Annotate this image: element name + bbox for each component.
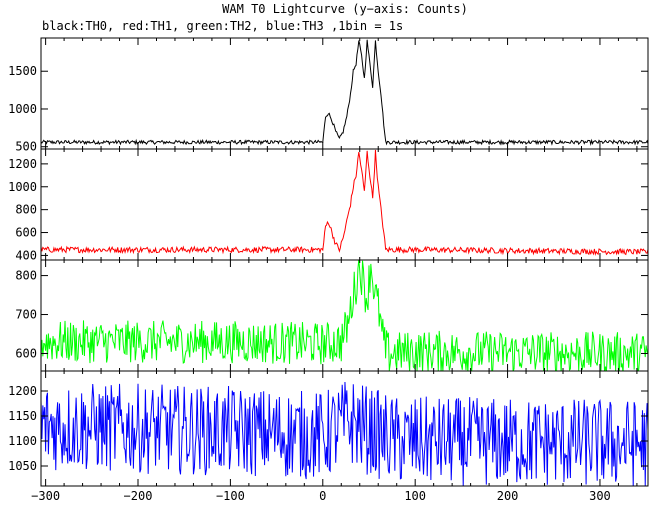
x-tick-label: 0	[319, 489, 326, 503]
panel-frame	[40, 148, 649, 261]
y-tick-label: 700	[15, 308, 37, 322]
panel-frame	[40, 370, 649, 487]
chart-subtitle: black:TH0, red:TH1, green:TH2, blue:TH3 …	[42, 19, 403, 33]
series-line-th0	[41, 39, 648, 147]
chart-title: WAM T0 Lightcurve (y−axis: Counts)	[222, 2, 468, 16]
series-line-th1	[41, 149, 648, 257]
panel-frame	[40, 37, 649, 150]
x-tick-label: −100	[216, 489, 245, 503]
y-tick-label: 1500	[8, 64, 37, 78]
series-line-th3	[41, 381, 648, 486]
y-tick-label: 1000	[8, 180, 37, 194]
panel-th0: 500 1000 1500	[8, 37, 649, 154]
y-tick-label: 1200	[8, 384, 37, 398]
y-tick-label: 1200	[8, 157, 37, 171]
x-tick-label: 300	[589, 489, 611, 503]
panel-th2: 600 700 800	[15, 259, 649, 372]
y-tick-label: 1000	[8, 102, 37, 116]
panel-th1: 400 600 800 1000 1200	[8, 148, 649, 262]
y-tick-label: 1100	[8, 434, 37, 448]
x-tick-label: 200	[497, 489, 519, 503]
panel-th3: 1050 1100 1150 1200	[8, 370, 649, 487]
y-tick-label: 600	[15, 346, 37, 360]
y-tick-label: 800	[15, 203, 37, 217]
y-tick-label: 800	[15, 269, 37, 283]
y-tick-label: 1150	[8, 409, 37, 423]
panels-layer: 5001000150040060080010001200600700800105…	[8, 37, 649, 503]
series-line-th2	[41, 260, 648, 371]
y-tick-label: 400	[15, 248, 37, 262]
y-tick-label: 500	[15, 140, 37, 154]
x-tick-label: −200	[124, 489, 153, 503]
x-tick-label: 100	[404, 489, 426, 503]
y-tick-label: 600	[15, 226, 37, 240]
x-tick-label: −300	[31, 489, 60, 503]
y-tick-label: 1050	[8, 459, 37, 473]
